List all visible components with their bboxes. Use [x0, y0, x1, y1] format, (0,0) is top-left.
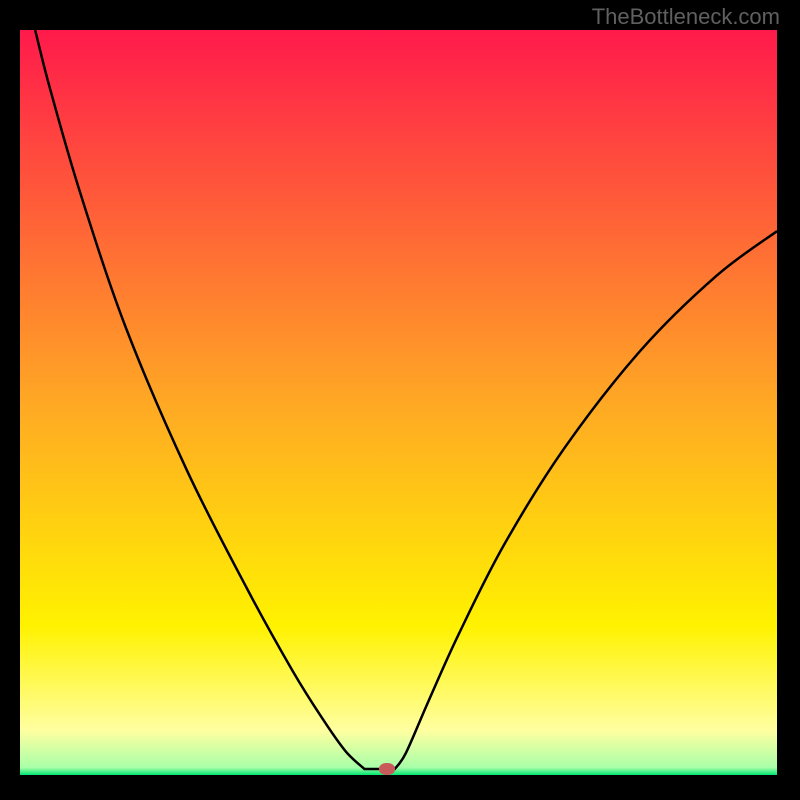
- optimal-point-marker: [379, 763, 396, 775]
- gradient-background: [20, 30, 777, 775]
- chart-frame: TheBottleneck.com: [0, 0, 800, 800]
- plot-area: [20, 30, 777, 775]
- bottleneck-curve: [20, 30, 777, 775]
- watermark-text: TheBottleneck.com: [592, 4, 780, 30]
